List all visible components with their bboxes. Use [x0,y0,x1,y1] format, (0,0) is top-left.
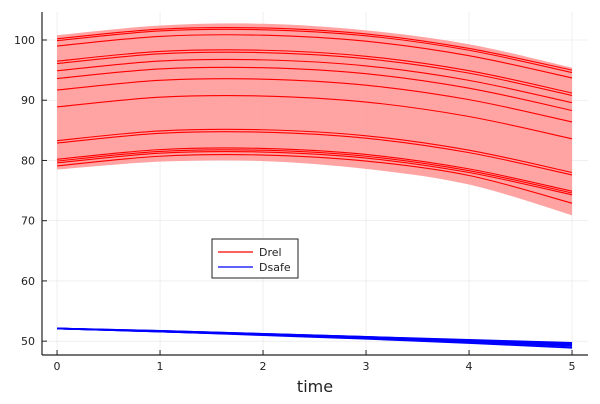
drel-series-line [56,66,573,112]
y-tick-label: 90 [21,94,35,107]
x-tick-label: 1 [157,360,164,373]
axes [41,12,588,356]
y-tick-label: 80 [21,154,35,167]
drel-series-line [56,49,573,94]
drel-series-line [56,128,573,174]
x-axis-label: time [297,377,333,396]
legend-box [211,238,299,279]
lines-layer [56,26,573,349]
drel-series-line [56,154,573,204]
confidence-ribbon [57,23,573,216]
y-tick-label: 100 [14,34,35,47]
x-tick-label: 0 [54,360,61,373]
x-tick-label: 3 [363,360,370,373]
x-tick-label: 4 [466,360,473,373]
x-tick-label: 2 [260,360,267,373]
drel-series-line [56,95,573,140]
y-tick-label: 50 [21,335,35,348]
drel-series-line [56,78,573,123]
drel-series-line [56,34,573,79]
legend-label-drel: Drel [259,246,282,259]
drel-series-line [56,147,573,192]
dsafe-series-line [57,327,573,349]
legend: Drel Dsafe [211,238,299,279]
drel-series-line [56,149,573,194]
drel-series-line [56,51,573,96]
drel-series-line [56,26,573,71]
drel-series-line [56,131,573,176]
drel-series-line [56,58,573,104]
drel-series-line [56,151,573,196]
drel-series-line [56,28,573,74]
ribbon-layer [57,23,573,216]
y-tick-label: 60 [21,275,35,288]
y-tick-label: 70 [21,215,35,228]
legend-label-dsafe: Dsafe [259,261,291,274]
x-tick-label: 5 [569,360,576,373]
tick-labels: 0 1 2 3 4 5 50 60 70 80 90 100 [14,34,576,373]
